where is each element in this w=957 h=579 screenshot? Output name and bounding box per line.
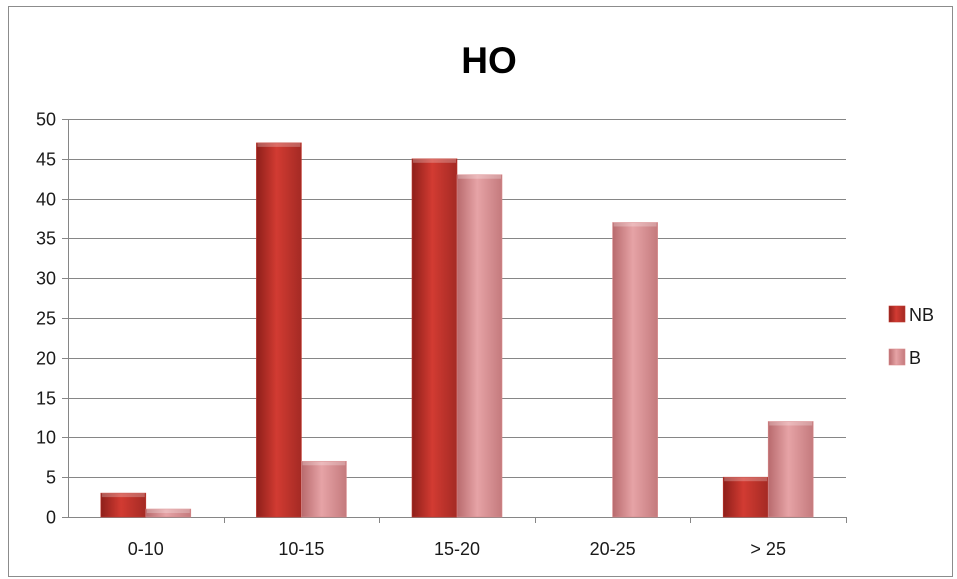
y-tick-label: 10: [36, 428, 56, 448]
bar-nb-0: [100, 492, 147, 518]
legend-label-nb: NB: [909, 305, 934, 325]
bar-highlight: [724, 477, 768, 482]
y-tick-label: 0: [46, 508, 56, 528]
axes: [62, 119, 847, 523]
legend-swatch-b: [888, 348, 906, 366]
legend-label-b: B: [909, 348, 921, 368]
y-tick-label: 40: [36, 190, 56, 210]
bar-highlight: [257, 142, 301, 147]
bar-highlight: [146, 509, 190, 514]
bar-highlight: [413, 158, 456, 163]
legend: NB B: [888, 305, 934, 368]
y-tick-label: 25: [36, 309, 56, 329]
bar-b-3: [612, 222, 658, 518]
y-tick-label: 45: [36, 150, 56, 170]
legend-swatch-nb: [888, 305, 906, 323]
bar-highlight: [302, 461, 346, 466]
bar-b-4: [767, 421, 814, 518]
y-tick-label: 30: [36, 269, 56, 289]
y-tick-label: 20: [36, 349, 56, 369]
x-tick-label: > 25: [750, 539, 786, 559]
x-tick-label: 20-25: [590, 539, 636, 559]
bar-highlight: [769, 421, 813, 426]
y-tick-label: 50: [36, 110, 56, 130]
chart-title: HO: [461, 40, 517, 81]
bar-highlight: [458, 174, 501, 179]
bar-nb-4: [722, 476, 769, 518]
x-tick-label: 15-20: [434, 539, 480, 559]
bar-highlight: [101, 493, 145, 498]
y-tick-label: 35: [36, 229, 56, 249]
x-tick-label: 0-10: [128, 539, 164, 559]
bar-highlight: [613, 222, 657, 227]
bars: [100, 142, 814, 518]
bar-b-1: [301, 460, 347, 518]
bar-nb-2: [411, 158, 458, 518]
y-tick-label: 15: [36, 389, 56, 409]
bar-b-0: [145, 508, 192, 518]
y-tick-label: 5: [46, 468, 56, 488]
x-tick-label: 10-15: [278, 539, 324, 559]
bar-b-2: [456, 174, 503, 518]
tick-labels: 0 5 10 15 20 25 30 35 40 45 50 0-10 10-15 15-20 20-25 >…: [36, 110, 786, 560]
bar-nb-1: [256, 142, 302, 518]
